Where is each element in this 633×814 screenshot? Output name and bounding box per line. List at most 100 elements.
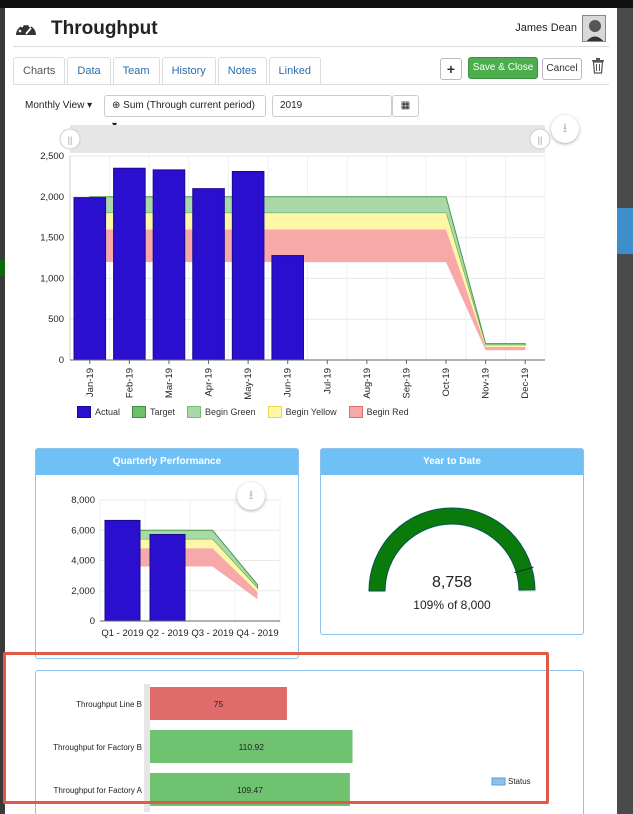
gauge-value: 8,758 <box>432 574 472 591</box>
calendar-button[interactable]: ▦ <box>392 95 419 117</box>
throughput-modal: Throughput James Dean Charts Data Team H… <box>5 8 617 814</box>
bar-actual <box>231 171 265 361</box>
bar-actual <box>149 533 186 622</box>
y-tick-label: 500 <box>48 314 64 325</box>
legend-item-begin-yellow[interactable]: Begin Yellow <box>267 406 337 418</box>
handle-grip-icon: || <box>68 135 73 145</box>
legend-swatch <box>77 406 91 418</box>
legend-swatch <box>267 406 282 418</box>
category-label: Throughput Line B <box>76 700 142 709</box>
x-tick-label: Q1 - 2019 <box>101 628 143 639</box>
tab-charts[interactable]: Charts <box>13 57 66 85</box>
x-tick-label: Q2 - 2019 <box>146 628 188 639</box>
view-label: Monthly View <box>25 100 85 111</box>
top-backdrop <box>0 0 633 8</box>
year-input[interactable]: 2019 <box>272 95 392 117</box>
legend-item-actual[interactable]: Actual <box>77 406 120 418</box>
bar-actual <box>192 188 225 361</box>
tab-linked[interactable]: Linked <box>268 57 321 85</box>
x-tick-label: Nov-19 <box>481 368 492 399</box>
category-label: Throughput for Factory B <box>53 743 142 752</box>
quarterly-title: Quarterly Performance <box>36 449 298 475</box>
trash-icon[interactable] <box>591 58 605 74</box>
x-tick-label: Apr-19 <box>204 368 215 397</box>
tab-team[interactable]: Team <box>112 57 160 85</box>
calendar-icon: ▦ <box>400 100 411 111</box>
x-tick-label: Feb-19 <box>124 368 135 398</box>
legend-status-label: Status <box>508 777 531 786</box>
sum-dropdown[interactable]: ⊕ Sum (Through current period) ▾ <box>104 95 266 131</box>
legend-item-begin-red[interactable]: Begin Red <box>348 406 409 418</box>
bar-actual <box>113 167 146 361</box>
legend-swatch <box>187 406 202 418</box>
bar-actual <box>271 255 304 361</box>
user-photo-icon <box>583 16 605 41</box>
tab-data[interactable]: Data <box>67 57 111 85</box>
x-tick-label: Aug-19 <box>362 368 373 399</box>
x-tick-label: May-19 <box>243 368 254 400</box>
chart-legend: Actual Target Begin Green Begin Yellow B… <box>77 406 421 418</box>
download-icon[interactable]: ⭳ <box>237 482 265 510</box>
bar-actual <box>104 519 141 622</box>
legend-item-begin-green[interactable]: Begin Green <box>187 406 256 418</box>
x-tick-label: Jan-19 <box>85 368 96 397</box>
y-tick-label: 2,500 <box>40 151 64 162</box>
bar-actual <box>73 197 107 361</box>
gauge-target-marker <box>514 566 534 574</box>
legend-label: Target <box>150 407 176 417</box>
status-bar <box>150 773 350 806</box>
header-divider <box>13 46 609 47</box>
y-tick-label: 4,000 <box>71 556 95 567</box>
legend-label: Begin Green <box>205 407 256 417</box>
legend-swatch <box>132 406 147 418</box>
avatar[interactable] <box>582 15 606 42</box>
legend-item-target[interactable]: Target <box>132 406 175 418</box>
ytd-title: Year to Date <box>321 449 583 475</box>
bar-value-label: 110.92 <box>239 742 265 752</box>
y-tick-label: 6,000 <box>71 525 95 536</box>
bar-actual <box>152 169 186 361</box>
gauge-icon <box>16 22 36 35</box>
view-dropdown[interactable]: Monthly View ▾ <box>17 95 101 117</box>
selection-highlight <box>3 652 549 804</box>
range-handle-left <box>59 128 81 150</box>
tab-history[interactable]: History <box>161 57 216 85</box>
y-tick-label: 0 <box>90 616 95 627</box>
download-icon[interactable]: ⭳ <box>551 115 579 143</box>
legend-label: Begin Red <box>366 407 409 417</box>
y-tick-label: 0 <box>59 355 64 366</box>
save-close-button[interactable]: Save & Close <box>468 57 538 79</box>
gauge-subtitle: 109% of 8,000 <box>413 598 491 612</box>
status-bar-chart: 75 Throughput Line B 110.92 Throughput for … <box>53 684 531 812</box>
range-handle-right <box>529 128 551 150</box>
tab-notes[interactable]: Notes <box>217 57 267 85</box>
x-tick-label: Oct-19 <box>441 368 452 397</box>
cancel-button[interactable]: Cancel <box>542 58 582 80</box>
ytd-gauge: 8,758 109% of 8,000 <box>368 507 536 612</box>
x-tick-label: Dec-19 <box>520 368 531 399</box>
monthly-chart: || || 0 500 1,000 1,500 2,000 2,500 Jan-19 Feb-19… <box>40 125 551 400</box>
x-tick-label: Q3 - 2019 <box>191 628 233 639</box>
x-tick-label: Mar-19 <box>164 368 175 398</box>
page-title: Throughput <box>51 18 158 39</box>
y-tick-label: 8,000 <box>71 495 95 506</box>
band-begin-yellow <box>122 539 258 592</box>
legend-swatch <box>348 406 363 418</box>
y-tick-label: 1,500 <box>40 233 64 244</box>
user-name: James Dean <box>515 22 577 34</box>
add-button[interactable]: + <box>440 58 462 80</box>
ytd-panel: Year to Date <box>320 448 584 635</box>
legend-label: Actual <box>95 407 121 417</box>
modal-header: Throughput James Dean <box>5 8 617 48</box>
x-tick-label: Q4 - 2019 <box>236 628 278 639</box>
x-tick-label: Sep-19 <box>401 368 412 399</box>
bar-value-label: 109.47 <box>237 785 263 795</box>
y-tick-label: 1,000 <box>40 273 64 284</box>
legend-label: Begin Yellow <box>285 407 337 417</box>
x-tick-label: Jul-19 <box>322 368 333 394</box>
background-status-mark <box>0 260 5 276</box>
handle-grip-icon: || <box>538 135 543 145</box>
background-info-tab <box>617 208 633 254</box>
tab-bar: Charts Data Team History Notes Linked <box>13 57 323 85</box>
plus-circle-icon: ⊕ <box>112 100 121 111</box>
